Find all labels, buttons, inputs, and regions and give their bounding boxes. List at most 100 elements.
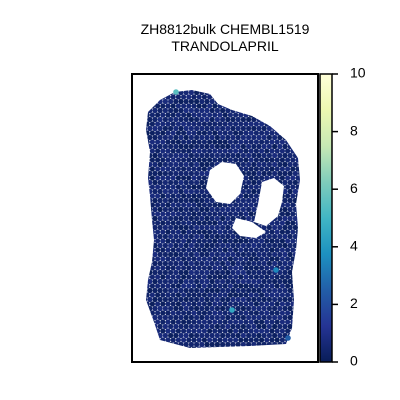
spot — [264, 256, 270, 262]
spot — [186, 256, 192, 262]
spot — [173, 323, 179, 330]
spot — [272, 251, 278, 258]
spot — [181, 157, 187, 163]
spot — [181, 283, 187, 289]
spot — [209, 134, 215, 141]
spot — [168, 287, 174, 294]
spot — [217, 319, 223, 325]
spot — [235, 341, 241, 348]
spot — [181, 319, 187, 325]
spot — [178, 296, 184, 303]
spot — [259, 157, 265, 163]
hole-gap — [232, 218, 266, 238]
spot — [152, 197, 158, 204]
spot — [285, 238, 291, 244]
spot — [264, 148, 270, 154]
spot — [225, 260, 231, 267]
spot — [220, 305, 226, 312]
spot — [155, 310, 161, 316]
spot — [253, 175, 259, 181]
spot — [162, 332, 168, 339]
spot — [201, 139, 207, 145]
spot — [170, 139, 176, 145]
spot — [214, 251, 220, 258]
spot — [186, 130, 192, 136]
spot — [233, 310, 239, 316]
spot — [204, 215, 210, 222]
spot — [160, 112, 166, 118]
spot — [152, 116, 158, 123]
spot — [194, 206, 200, 213]
spot — [162, 278, 168, 285]
spot — [238, 121, 244, 127]
spot — [209, 98, 215, 105]
spot — [227, 328, 233, 334]
spot — [173, 287, 179, 294]
spot — [274, 283, 280, 289]
spot — [183, 323, 189, 330]
spot — [155, 319, 161, 325]
spot — [209, 233, 215, 240]
spot — [191, 166, 197, 172]
spot — [201, 121, 207, 127]
spot — [225, 242, 231, 249]
spot — [220, 125, 226, 132]
spot — [168, 107, 174, 114]
spot — [194, 152, 200, 159]
spot — [274, 229, 280, 235]
spot — [225, 152, 231, 159]
spot — [282, 152, 288, 159]
spot — [188, 98, 194, 105]
spot — [186, 229, 192, 235]
spot — [233, 337, 239, 343]
spot — [269, 319, 275, 325]
spot — [188, 332, 194, 339]
spot — [272, 314, 278, 321]
spot — [214, 134, 220, 141]
spot — [253, 283, 259, 289]
spot — [251, 170, 257, 177]
spot — [220, 341, 226, 348]
spot — [157, 188, 163, 195]
spot — [160, 139, 166, 145]
colorbar-tick-label: 8 — [350, 122, 358, 138]
spot — [168, 161, 174, 168]
spot — [251, 260, 257, 267]
spot — [279, 265, 285, 271]
spot — [201, 229, 207, 235]
spot — [168, 215, 174, 222]
spot — [196, 229, 202, 235]
spot — [253, 265, 259, 271]
spot — [214, 260, 220, 267]
spot — [196, 139, 202, 145]
spot — [253, 139, 259, 145]
spot — [279, 301, 285, 307]
spot — [256, 323, 262, 330]
spot — [181, 202, 187, 208]
spot — [173, 206, 179, 213]
spot — [207, 247, 213, 253]
spot — [220, 323, 226, 330]
spot — [188, 251, 194, 258]
spot — [248, 148, 254, 154]
spot — [196, 157, 202, 163]
spot — [217, 274, 223, 280]
spot — [282, 314, 288, 321]
spot — [178, 143, 184, 150]
spot — [149, 184, 155, 190]
spot — [186, 238, 192, 244]
spot — [186, 184, 192, 190]
spot — [235, 143, 241, 150]
spot — [191, 301, 197, 307]
spot — [181, 337, 187, 343]
spot — [147, 278, 153, 285]
spot — [175, 220, 181, 226]
spot — [196, 103, 202, 109]
spot — [259, 274, 265, 280]
spot — [191, 148, 197, 154]
spot — [220, 287, 226, 294]
spot — [225, 233, 231, 240]
spot — [217, 283, 223, 289]
spot — [251, 206, 257, 213]
